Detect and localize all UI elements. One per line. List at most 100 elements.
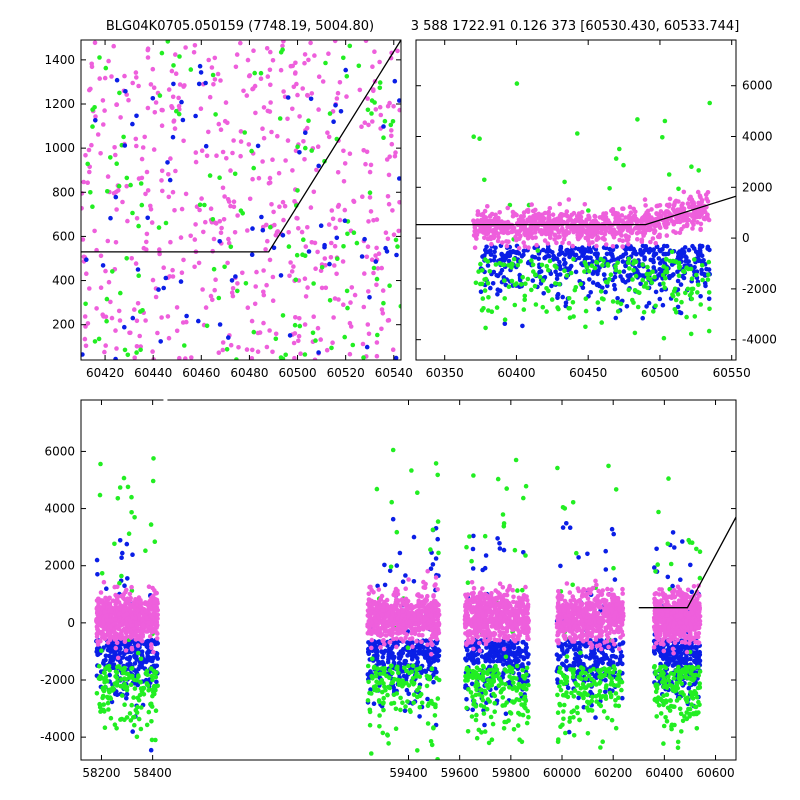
data-point-blue [492, 653, 498, 658]
data-point-green [204, 323, 210, 329]
data-point-magenta [482, 208, 488, 214]
data-point-green [149, 719, 154, 724]
data-point-magenta [106, 58, 111, 64]
data-point-magenta [600, 216, 606, 221]
data-point-green [524, 686, 529, 692]
data-point-magenta [263, 247, 268, 252]
data-point-magenta [379, 265, 385, 271]
data-point-green [706, 290, 712, 295]
data-point-green [654, 686, 660, 691]
data-point-blue [373, 644, 379, 649]
data-point-magenta [144, 247, 149, 252]
data-point-green [697, 575, 703, 581]
data-point-green [491, 691, 496, 697]
data-point-blue [482, 722, 487, 728]
data-point-blue [426, 658, 431, 663]
data-point-magenta [261, 105, 267, 110]
data-point-magenta [657, 203, 663, 208]
data-point-green [390, 119, 396, 124]
data-point-green [177, 54, 182, 59]
data-point-green [491, 679, 497, 684]
data-point-magenta [145, 105, 151, 111]
data-point-green [516, 681, 521, 687]
data-point-magenta [389, 141, 395, 147]
data-point-blue [659, 654, 665, 659]
data-point-magenta [136, 83, 141, 89]
data-point-magenta [89, 142, 94, 148]
data-point-blue [680, 274, 685, 279]
data-point-magenta [333, 225, 338, 231]
data-point-blue [362, 236, 367, 242]
data-point-magenta [306, 57, 311, 63]
data-point-blue [566, 729, 572, 735]
data-point-green [381, 707, 386, 713]
data-point-blue [397, 176, 401, 181]
data-point-green [564, 654, 570, 659]
data-point-green [344, 288, 350, 294]
data-point-green [661, 281, 666, 286]
data-point-green [136, 273, 141, 279]
data-point-magenta [133, 261, 139, 266]
data-point-green [641, 284, 647, 289]
data-point-magenta [644, 227, 649, 233]
data-point-green [108, 696, 114, 701]
data-point-blue [610, 247, 616, 253]
data-point-green [467, 534, 472, 539]
data-point-blue [463, 683, 468, 689]
data-point-green [480, 697, 486, 703]
data-point-blue [381, 124, 386, 129]
data-point-blue [95, 649, 100, 654]
data-point-blue [469, 681, 475, 687]
data-point-magenta [478, 224, 484, 230]
data-point-green [676, 273, 682, 279]
data-point-green [400, 700, 405, 705]
data-point-magenta [120, 199, 125, 205]
data-point-green [694, 695, 700, 700]
data-point-blue [675, 278, 681, 284]
data-point-magenta [249, 318, 255, 324]
data-point-magenta [155, 330, 160, 336]
data-point-green [494, 305, 500, 310]
data-point-green [350, 342, 356, 348]
data-point-magenta [533, 226, 538, 232]
data-point-green [661, 664, 667, 669]
data-point-magenta [290, 63, 296, 69]
data-point-green [327, 298, 333, 303]
data-point-magenta [505, 219, 511, 225]
points-full_lightcurve [94, 447, 703, 760]
data-point-green [102, 670, 107, 676]
data-point-magenta [291, 84, 297, 90]
data-point-green [679, 681, 684, 686]
data-point-green [478, 281, 483, 287]
data-point-blue [483, 658, 489, 664]
data-point-blue [565, 648, 570, 653]
data-point-green [557, 701, 562, 707]
data-point-magenta [542, 210, 548, 216]
y-tick-label: 4000 [742, 130, 773, 144]
data-point-magenta [657, 234, 662, 240]
data-point-magenta [485, 204, 490, 209]
data-point-magenta [372, 49, 377, 54]
data-point-magenta [92, 40, 98, 46]
data-point-green [435, 472, 441, 478]
data-point-blue [406, 691, 412, 697]
data-point-blue [484, 645, 489, 650]
data-point-green [138, 181, 144, 186]
data-point-magenta [228, 203, 233, 209]
data-point-blue [697, 248, 703, 253]
data-point-magenta [546, 215, 551, 220]
data-point-green [476, 269, 481, 274]
data-point-magenta [148, 203, 153, 209]
data-point-green [562, 268, 567, 274]
data-point-blue [180, 117, 186, 123]
data-point-magenta [478, 219, 484, 224]
data-point-green [651, 664, 657, 670]
title-left: BLG04K0705.050159 (7748.19, 5004.80) [106, 19, 374, 34]
data-point-green [306, 118, 311, 123]
data-point-magenta [334, 271, 339, 277]
data-point-magenta [134, 75, 139, 80]
data-point-magenta [364, 149, 370, 155]
data-point-green [280, 356, 286, 360]
data-point-green [398, 304, 401, 309]
data-point-green [300, 252, 305, 257]
